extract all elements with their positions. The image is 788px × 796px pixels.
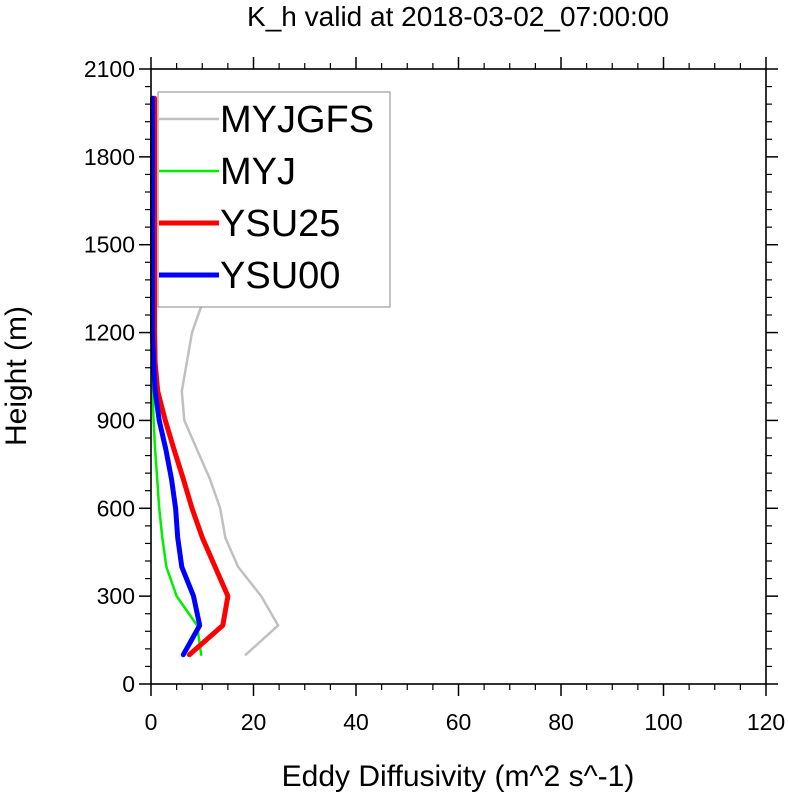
x-tick-label: 60 — [446, 709, 472, 735]
legend-box — [157, 91, 391, 308]
y-tick-label: 1200 — [84, 320, 135, 346]
axis-ticks: 0 20 40 60 80 100 1200300600900120015001800210… — [84, 56, 785, 735]
legend-label-myj: MYJ — [220, 151, 296, 193]
y-tick-label: 900 — [97, 407, 135, 433]
x-tick-label: 0 — [145, 709, 158, 735]
x-axis-title: Eddy Diffusivity (m^2 s^-1) — [282, 760, 635, 793]
series-line-ysu00 — [150, 95, 203, 658]
x-tick-label: 100 — [644, 709, 682, 735]
x-tick-label: 20 — [241, 709, 267, 735]
y-tick-label: 2100 — [84, 56, 135, 82]
x-tick-label: 40 — [343, 709, 369, 735]
y-tick-label: 300 — [97, 583, 135, 609]
y-axis-title: Height (m) — [0, 306, 33, 446]
chart-title: K_h valid at 2018-03-02_07:00:00 — [247, 1, 669, 32]
y-tick-label: 600 — [97, 495, 135, 521]
plot-frame — [150, 68, 767, 685]
y-tick-label: 1500 — [84, 232, 135, 258]
legend: MYJGFS MYJ YSU25 YSU00 — [157, 91, 391, 308]
y-tick-label: 1800 — [84, 144, 135, 170]
legend-label-myjgfs: MYJGFS — [220, 99, 374, 141]
x-tick-label: 80 — [548, 709, 574, 735]
legend-label-ysu25: YSU25 — [220, 203, 340, 245]
x-tick-label: 120 — [747, 709, 785, 735]
legend-label-ysu00: YSU00 — [220, 255, 340, 297]
y-tick-label: 0 — [122, 671, 135, 697]
